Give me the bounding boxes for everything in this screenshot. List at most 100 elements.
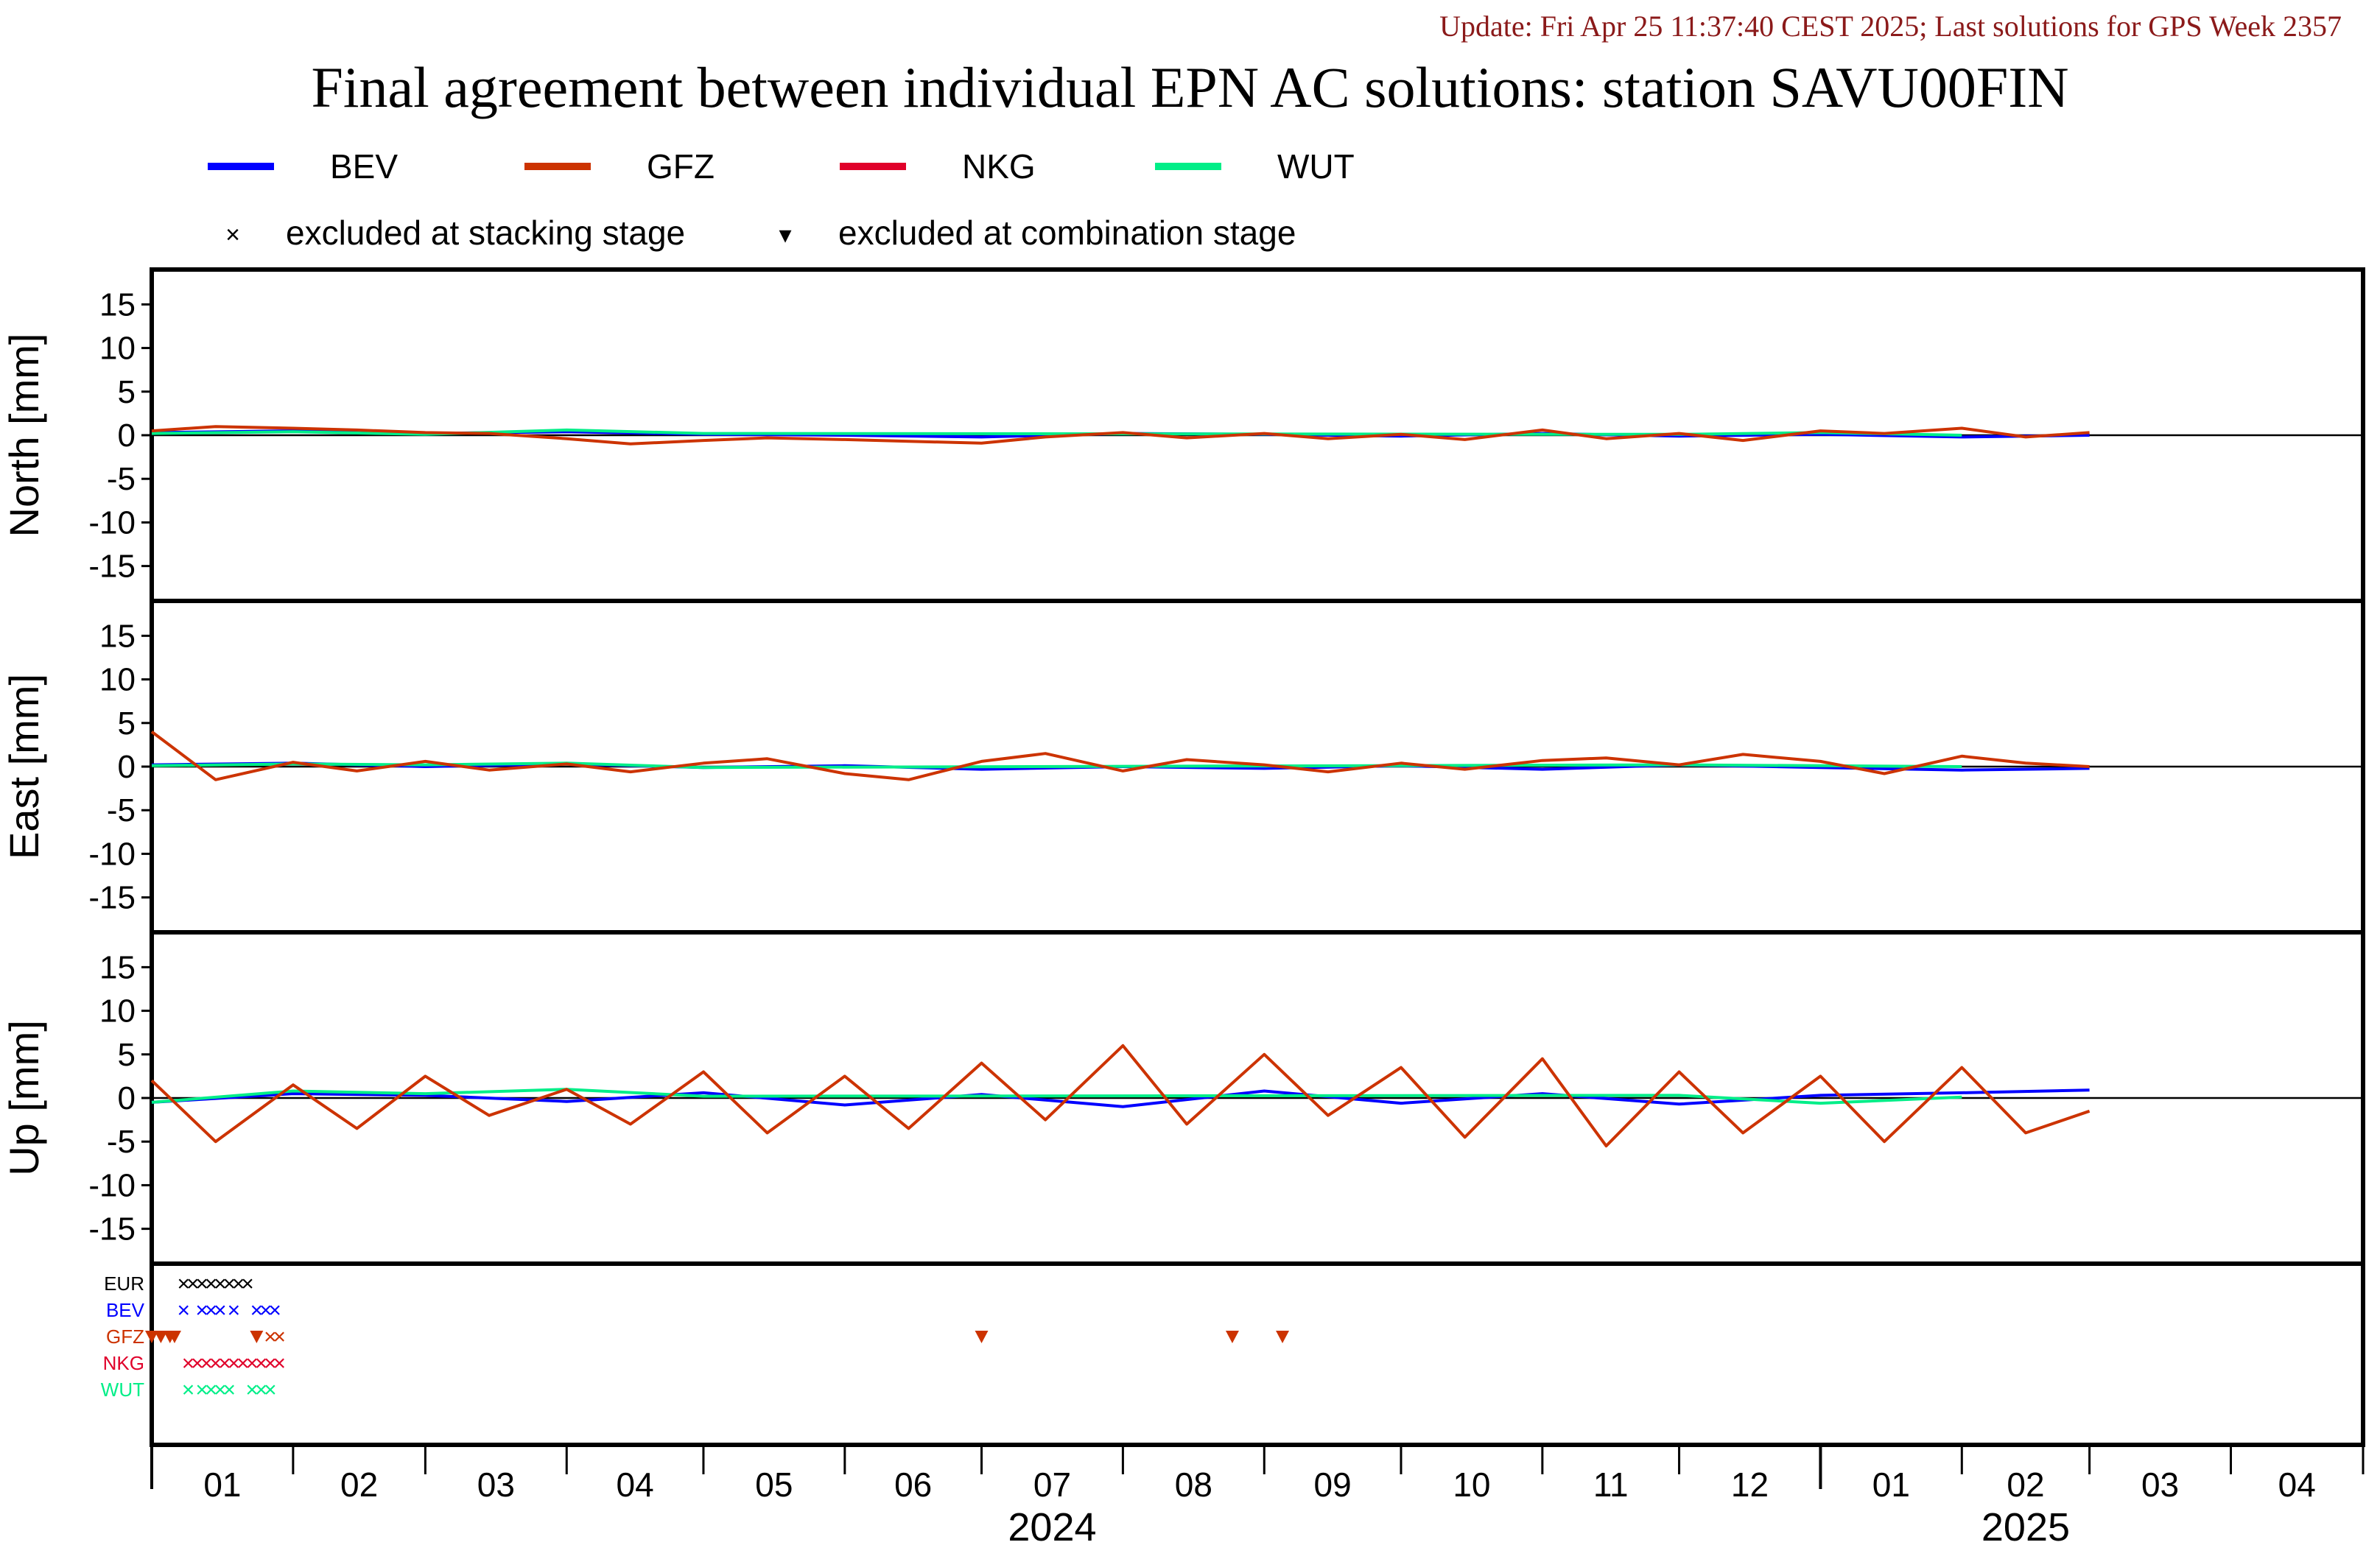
combination-marker-icon: ▾	[779, 221, 791, 249]
stacking-exclusion-mark: ×	[214, 1298, 227, 1323]
exclusion-row-label-bev: BEV	[106, 1299, 145, 1321]
combination-marker-label: excluded at combination stage	[838, 214, 1296, 252]
stacking-exclusion-mark: ×	[273, 1351, 287, 1376]
stacking-exclusion-mark: ×	[245, 1351, 259, 1376]
stacking-exclusion-mark: ×	[264, 1351, 277, 1376]
stacking-marker-icon: ×	[225, 221, 240, 249]
month-label: 07	[1033, 1465, 1071, 1504]
stacking-exclusion-mark: ×	[186, 1272, 200, 1296]
stacking-exclusion-mark: ×	[205, 1298, 218, 1323]
month-label: 08	[1175, 1465, 1212, 1504]
panel-0: 15 10 5 0 -5 -10 -15 North [mm]	[1, 267, 2365, 603]
legend-label-gfz: GFZ	[647, 147, 715, 186]
stacking-exclusion-mark: ×	[214, 1272, 227, 1296]
year-label: 2024	[1008, 1505, 1096, 1545]
y-tick-label: 10	[99, 993, 136, 1030]
stacking-exclusion-mark: ×	[222, 1378, 236, 1402]
exclusion-row-label-gfz: GFZ	[106, 1326, 144, 1348]
legend: BEV GFZ NKG WUT × excluded at stacking stage ▾…	[208, 147, 1355, 252]
stacking-exclusion-mark: ×	[205, 1378, 218, 1402]
stacking-exclusion-mark: ×	[209, 1351, 222, 1376]
y-tick-label: -5	[107, 792, 136, 828]
y-tick-label: 0	[118, 1080, 136, 1116]
y-tick-label: -10	[88, 836, 136, 872]
stacking-exclusion-mark: ×	[245, 1378, 259, 1402]
y-tick-label: 5	[118, 705, 136, 742]
month-label: 01	[1872, 1465, 1910, 1504]
y-tick-label: 0	[118, 749, 136, 785]
y-tick-label: -15	[88, 549, 136, 585]
y-tick-label: 0	[118, 418, 136, 454]
series-line-wut	[151, 1088, 1962, 1105]
y-tick-label: 15	[99, 949, 136, 985]
stacking-exclusion-mark: ×	[264, 1325, 277, 1349]
combination-exclusion-mark	[1225, 1331, 1239, 1343]
exclusion-frame	[150, 1261, 2365, 1447]
legend-label-wut: WUT	[1277, 147, 1355, 186]
combination-exclusion-mark	[145, 1331, 158, 1343]
stacking-exclusion-mark: ×	[268, 1298, 281, 1323]
month-label: 11	[1593, 1465, 1629, 1504]
combination-exclusion-mark	[1276, 1331, 1290, 1343]
combination-exclusion-mark	[154, 1331, 168, 1343]
y-tick-label: 15	[99, 286, 136, 323]
y-axis-title: East [mm]	[1, 674, 47, 859]
legend-label-nkg: NKG	[962, 147, 1036, 186]
month-label: 02	[340, 1465, 378, 1504]
y-tick-label: 10	[99, 331, 136, 367]
y-tick-label: 15	[99, 618, 136, 654]
exclusion-row-label-eur: EUR	[104, 1273, 144, 1295]
series-line-gfz	[151, 425, 2090, 446]
legend-label-bev: BEV	[330, 147, 398, 186]
month-label: 09	[1314, 1465, 1352, 1504]
stacking-marker-label: excluded at stacking stage	[286, 214, 685, 252]
month-label: 01	[203, 1465, 241, 1504]
stacking-exclusion-mark: ×	[218, 1351, 231, 1376]
stacking-exclusion-mark: ×	[241, 1272, 254, 1296]
month-label: 04	[2278, 1465, 2316, 1504]
stacking-exclusion-mark: ×	[255, 1351, 268, 1376]
month-label: 05	[755, 1465, 793, 1504]
stacking-exclusion-mark: ×	[195, 1378, 208, 1402]
stacking-exclusion-mark: ×	[214, 1378, 227, 1402]
panel-1: 15 10 5 0 -5 -10 -15 East [mm]	[1, 599, 2365, 935]
update-text: Update: Fri Apr 25 11:37:40 CEST 2025; L…	[1439, 10, 2342, 43]
y-axis-title: North [mm]	[1, 334, 47, 538]
y-axis-title: Up [mm]	[1, 1020, 47, 1176]
stacking-exclusion-mark: ×	[191, 1351, 204, 1376]
combination-exclusion-mark	[975, 1331, 989, 1343]
series-line-bev	[151, 1088, 2090, 1108]
y-tick-label: 5	[118, 1037, 136, 1073]
stacking-exclusion-mark: ×	[178, 1272, 191, 1296]
month-label: 12	[1731, 1465, 1769, 1504]
y-tick-label: -15	[88, 880, 136, 916]
panels: 15 10 5 0 -5 -10 -15 North [mm] 15 10 5 0 -5 -10 -15 Ea…	[1, 267, 2365, 1266]
month-label: 03	[477, 1465, 515, 1504]
stacking-exclusion-mark: ×	[182, 1351, 195, 1376]
month-label: 04	[617, 1465, 654, 1504]
y-tick-label: -5	[107, 1124, 136, 1160]
stacking-exclusion-mark: ×	[273, 1325, 287, 1349]
stacking-exclusion-mark: ×	[200, 1351, 214, 1376]
stacking-exclusion-mark: ×	[264, 1378, 277, 1402]
y-tick-label: -10	[88, 504, 136, 541]
panel-2: 15 10 5 0 -5 -10 -15 Up [mm]	[1, 930, 2365, 1266]
stacking-exclusion-mark: ×	[228, 1298, 241, 1323]
y-tick-label: -5	[107, 461, 136, 497]
month-label: 10	[1453, 1465, 1490, 1504]
stacking-exclusion-mark: ×	[259, 1298, 273, 1323]
stacking-exclusion-mark: ×	[178, 1298, 191, 1323]
stacking-exclusion-mark: ×	[236, 1351, 250, 1376]
month-label: 02	[2007, 1465, 2044, 1504]
stacking-exclusion-mark: ×	[232, 1272, 245, 1296]
stacking-exclusion-mark: ×	[250, 1298, 264, 1323]
chart-title: Final agreement between individual EPN A…	[311, 55, 2069, 119]
x-axis: 01 02 03 04 05 06 07 08 09 10 11 12 01 02 03 04 2024 2025	[150, 1443, 2365, 1545]
stacking-exclusion-mark: ×	[205, 1272, 218, 1296]
stacking-exclusion-mark: ×	[195, 1272, 208, 1296]
y-tick-label: -15	[88, 1211, 136, 1247]
exclusion-row-label-nkg: NKG	[103, 1352, 144, 1374]
stacking-exclusion-mark: ×	[255, 1378, 268, 1402]
stacking-exclusion-mark: ×	[222, 1272, 236, 1296]
